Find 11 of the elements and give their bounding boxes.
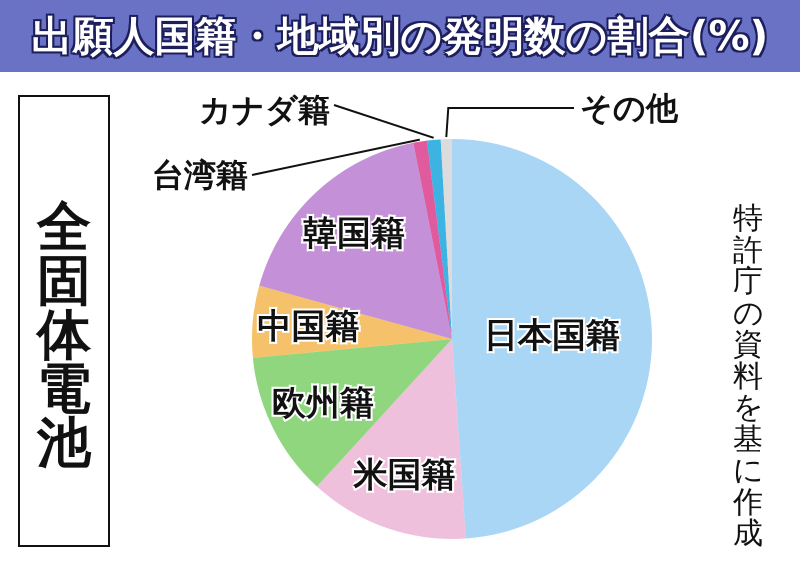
slice-label: 米国籍 xyxy=(352,454,456,495)
slice-label: カナダ籍 xyxy=(199,91,330,129)
slice-label: 欧州籍 xyxy=(272,383,374,424)
slice-label: 日本国籍 xyxy=(484,316,620,356)
slice-label: 韓国籍 xyxy=(303,213,406,254)
slice-label: 台湾籍 xyxy=(152,156,248,194)
text: 特許庁の資料を基に作成 xyxy=(733,201,764,551)
slice-label: 中国籍 xyxy=(258,306,360,346)
text: 全固体電池 xyxy=(37,195,91,474)
slice-label: その他 xyxy=(580,89,679,127)
chart-title: 出願人国籍・地域別の発明数の割合(%) xyxy=(0,0,800,72)
